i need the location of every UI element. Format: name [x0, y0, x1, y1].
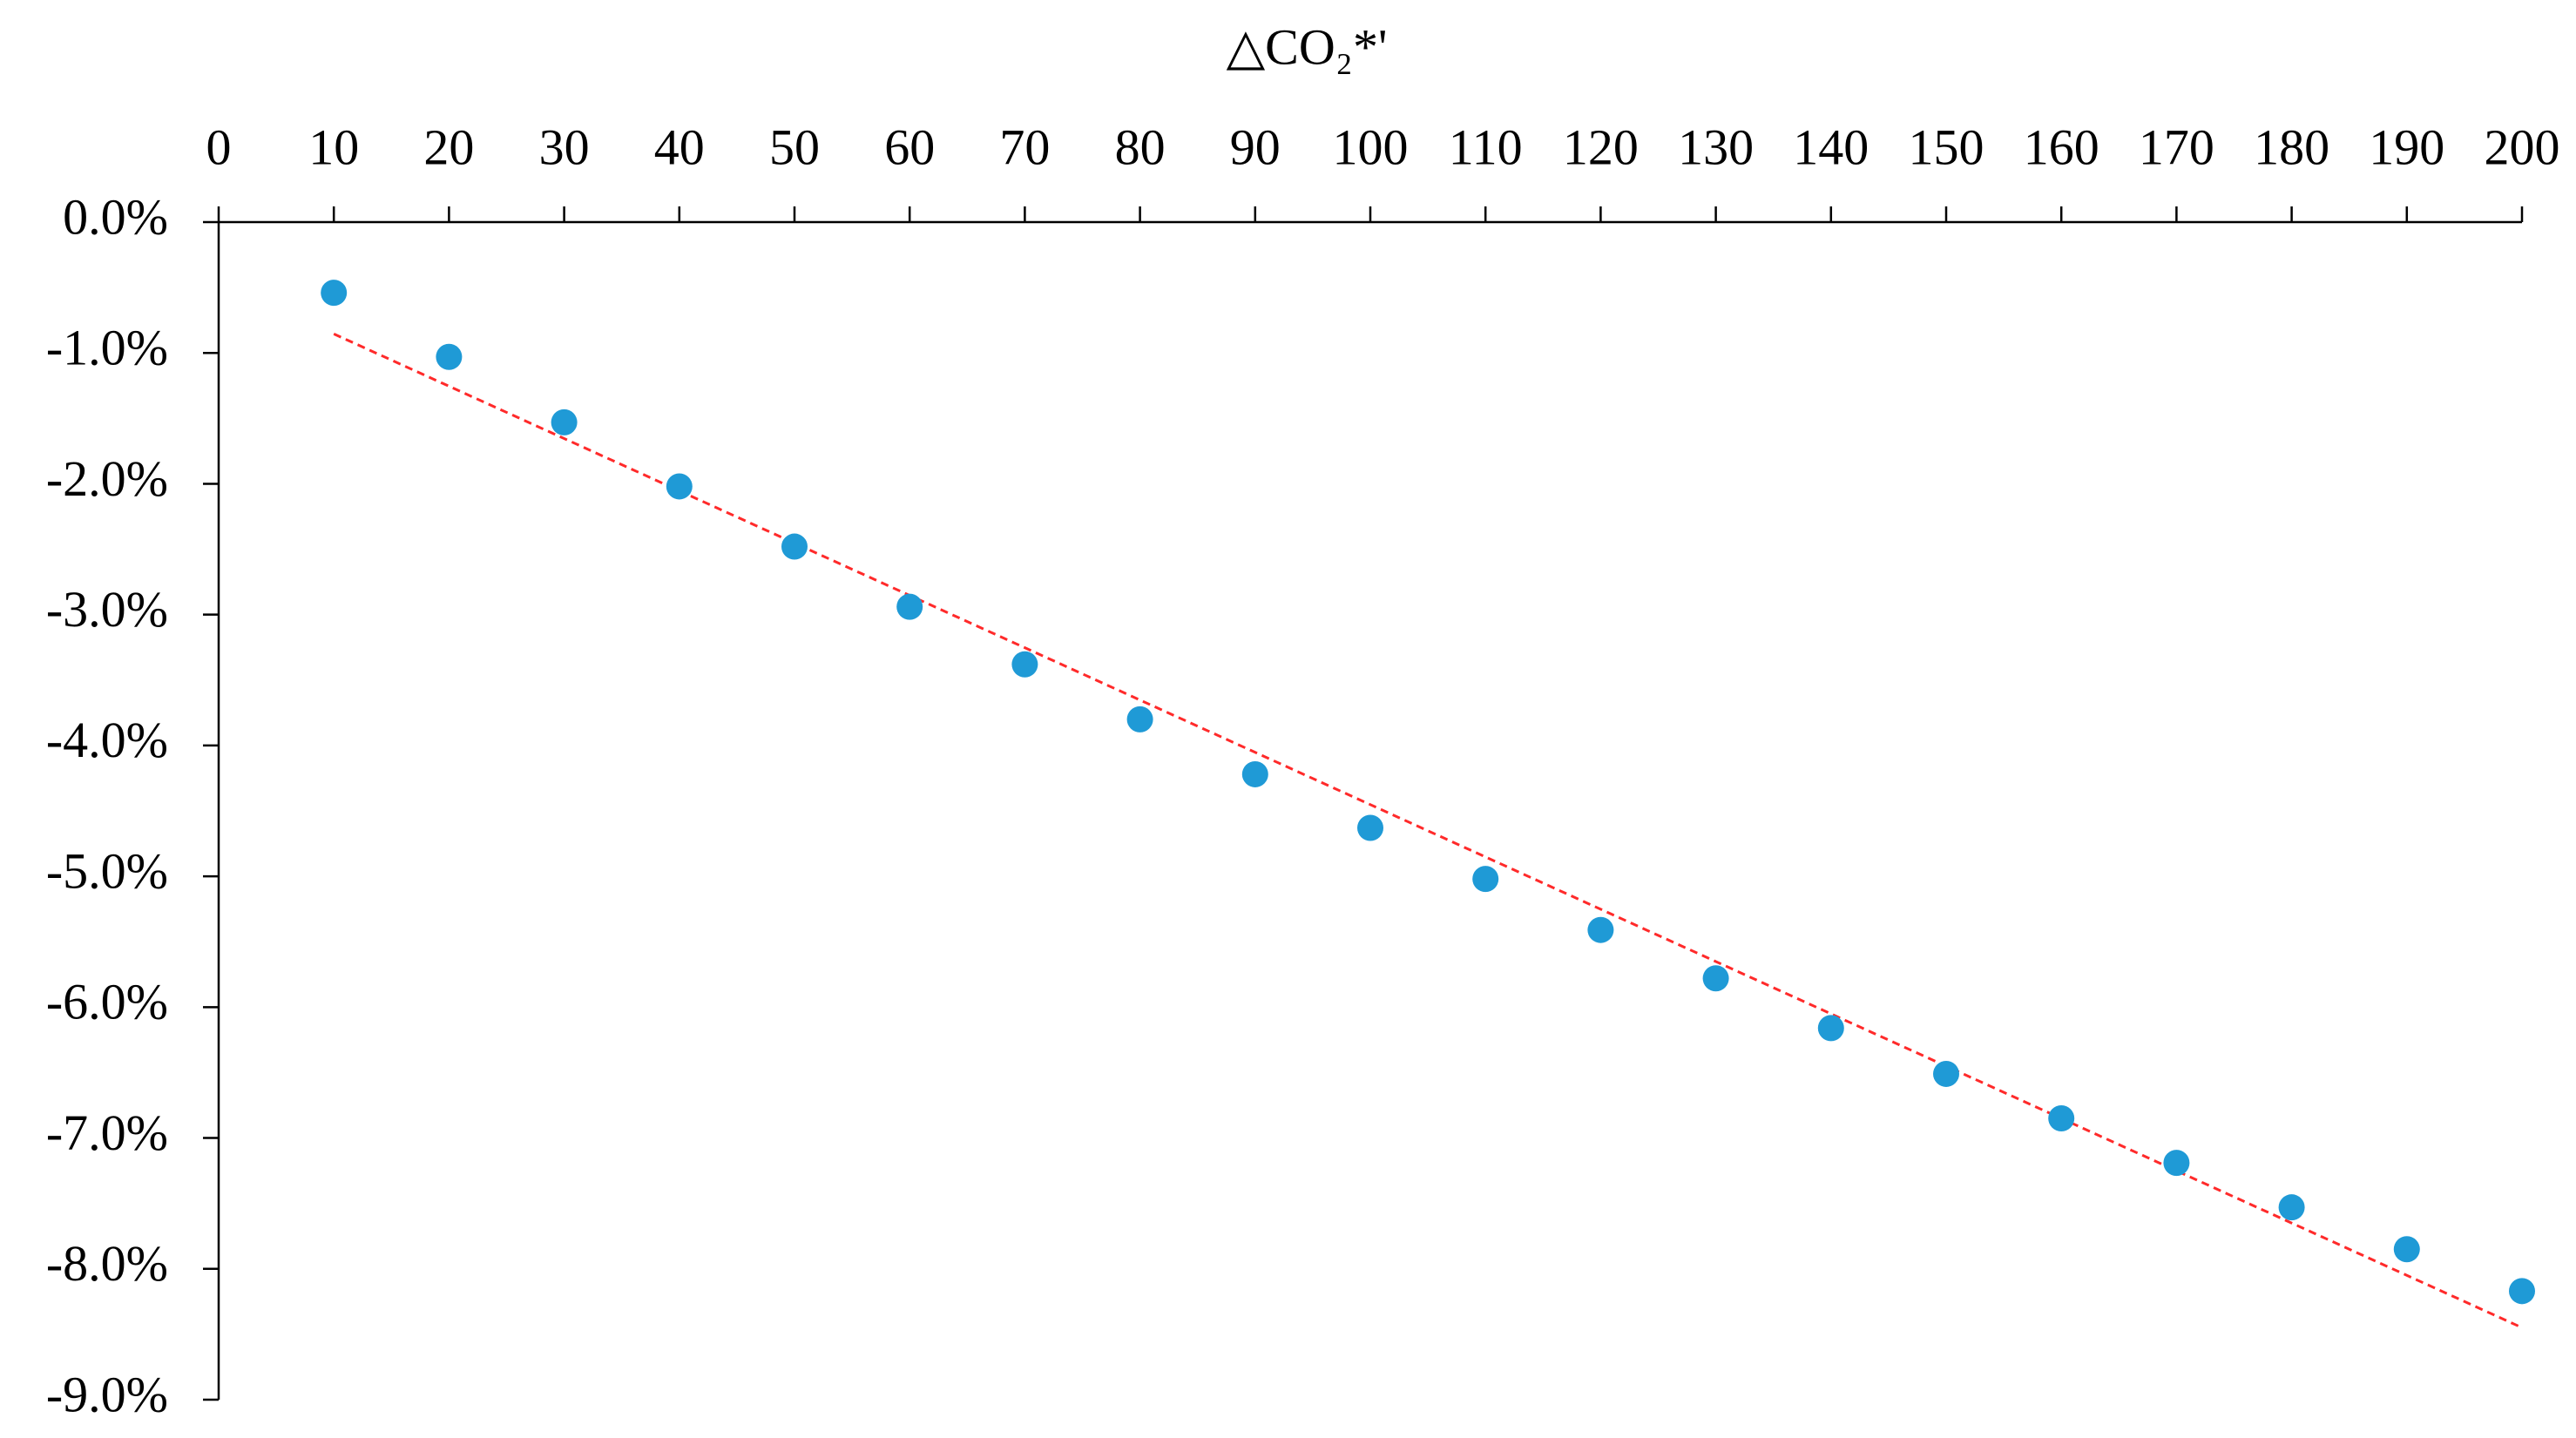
- x-tick-label: 100: [1333, 118, 1409, 175]
- point: [1702, 965, 1729, 992]
- y-tick-label: 0.0%: [63, 188, 168, 245]
- point: [2393, 1236, 2420, 1263]
- x-tick-label: 160: [2024, 118, 2099, 175]
- x-tick-label: 30: [539, 118, 590, 175]
- point: [551, 408, 578, 435]
- x-tick-label: 60: [884, 118, 935, 175]
- x-tick-label: 10: [308, 118, 359, 175]
- x-tick-label: 70: [999, 118, 1050, 175]
- x-tick-label: 170: [2139, 118, 2214, 175]
- y-tick-label: -3.0%: [46, 581, 168, 638]
- point: [436, 343, 463, 370]
- y-tick-label: -1.0%: [46, 320, 168, 376]
- point: [1241, 760, 1268, 787]
- y-tick-label: -7.0%: [46, 1104, 168, 1161]
- y-tick-label: -4.0%: [46, 712, 168, 768]
- x-tick-label: 50: [769, 118, 820, 175]
- x-tick-label: 120: [1563, 118, 1639, 175]
- point: [1126, 705, 1153, 733]
- trendline: [333, 333, 2523, 1329]
- point: [781, 533, 808, 560]
- x-tick-label: 40: [654, 118, 705, 175]
- point: [2163, 1150, 2190, 1177]
- point: [1587, 916, 1614, 943]
- point: [2278, 1194, 2305, 1221]
- x-axis-title: △CO₂*': [1227, 18, 1388, 75]
- x-tick-label: 0: [206, 118, 232, 175]
- x-tick-label: 80: [1115, 118, 1166, 175]
- x-tick-label: 150: [1909, 118, 1984, 175]
- point: [896, 593, 923, 620]
- point: [321, 280, 348, 307]
- y-tick-label: -9.0%: [46, 1366, 168, 1422]
- x-tick-label: 20: [423, 118, 474, 175]
- x-tick-label: 130: [1678, 118, 1754, 175]
- point: [1011, 651, 1038, 678]
- x-tick-label: 200: [2485, 118, 2560, 175]
- x-tick-label: 90: [1230, 118, 1281, 175]
- y-tick-label: -5.0%: [46, 842, 168, 899]
- point: [2048, 1105, 2075, 1132]
- point: [666, 473, 693, 500]
- y-tick-label: -6.0%: [46, 974, 168, 1030]
- point: [2509, 1278, 2535, 1305]
- point: [1933, 1060, 1959, 1087]
- point: [1817, 1015, 1844, 1042]
- y-tick-label: -8.0%: [46, 1235, 168, 1292]
- x-tick-label: 180: [2254, 118, 2329, 175]
- x-tick-label: 110: [1449, 118, 1523, 175]
- point: [1472, 866, 1499, 893]
- point: [1357, 814, 1383, 841]
- x-tick-label: 190: [2369, 118, 2444, 175]
- x-tick-label: 140: [1793, 118, 1869, 175]
- y-tick-label: -2.0%: [46, 450, 168, 507]
